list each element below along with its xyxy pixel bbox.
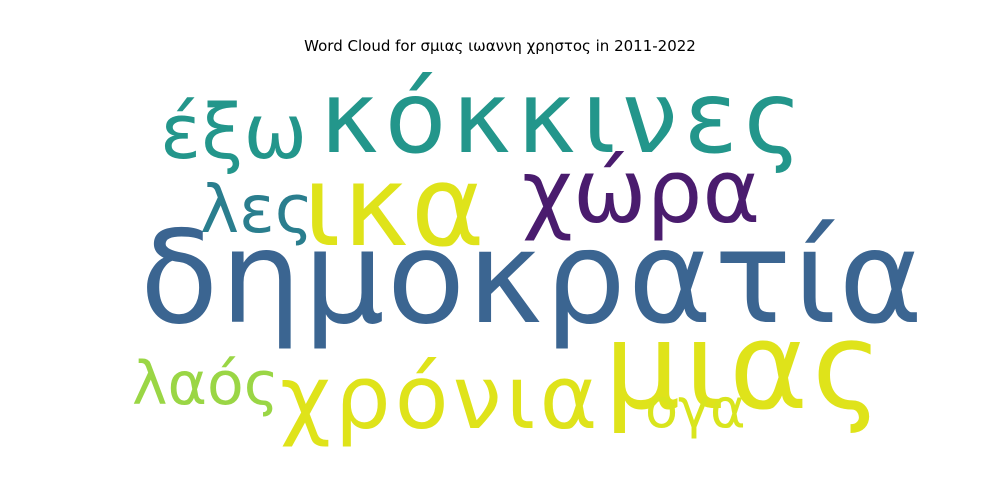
word-0: δημοκρατία [140, 204, 925, 353]
word-6: έξω [160, 87, 307, 176]
word-5: χρόνια [280, 346, 601, 449]
word-9: ογα [645, 377, 746, 440]
word-2: ικα [303, 142, 487, 272]
word-7: λες [200, 171, 313, 248]
word-1: κόκκινες [320, 59, 808, 176]
word-8: λαός [132, 349, 279, 419]
word-3: χώρα [522, 140, 760, 243]
chart-title: Word Cloud for σμιας ιωαννη χρηστος in 2… [304, 37, 696, 55]
word-4: μιας [604, 298, 886, 437]
